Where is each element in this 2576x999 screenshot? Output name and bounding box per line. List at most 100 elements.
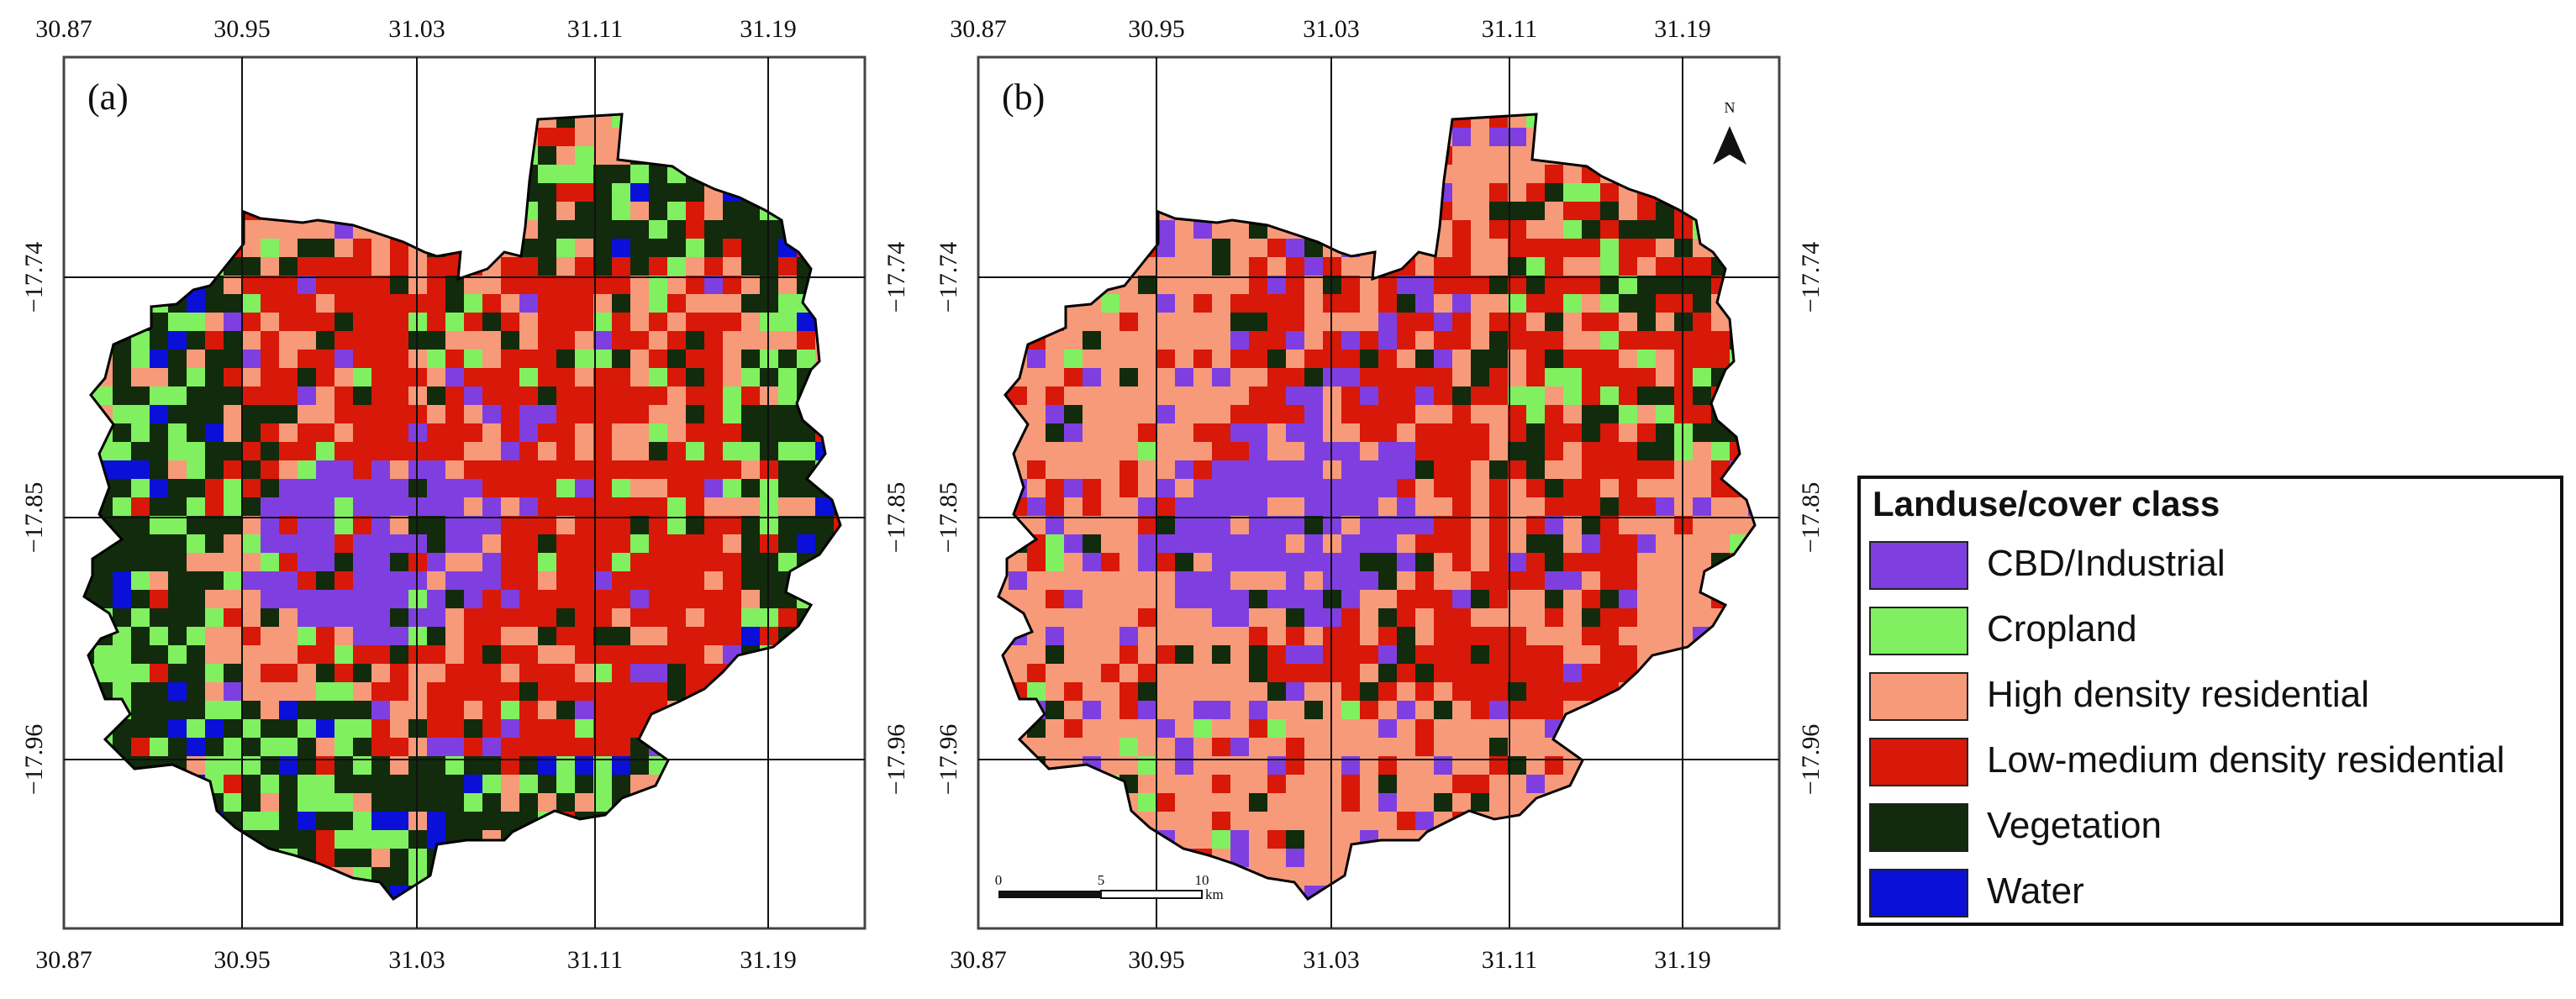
raster-cell xyxy=(1193,627,1213,646)
raster-cell xyxy=(1083,405,1102,424)
raster-cell xyxy=(1656,590,1675,609)
raster-cell xyxy=(242,608,261,628)
raster-cell xyxy=(445,276,465,295)
raster-cell xyxy=(1212,738,1231,757)
raster-cell xyxy=(316,608,335,628)
raster-cell xyxy=(1193,738,1213,757)
raster-cell xyxy=(1545,368,1564,387)
raster-cell xyxy=(1064,460,1083,480)
raster-cell xyxy=(1009,386,1028,406)
raster-cell xyxy=(298,719,317,739)
raster-cell xyxy=(482,442,502,461)
x-tick-label: 30.87 xyxy=(950,946,1007,974)
raster-cell xyxy=(261,220,280,239)
raster-cell xyxy=(1193,460,1213,480)
raster-cell xyxy=(1526,516,1546,535)
raster-cell xyxy=(1286,313,1305,332)
raster-cell xyxy=(150,497,169,517)
raster-cell xyxy=(113,442,132,461)
raster-cell xyxy=(1526,738,1546,757)
raster-cell xyxy=(1286,793,1305,812)
raster-cell xyxy=(519,627,539,646)
raster-cell xyxy=(353,479,372,498)
raster-cell xyxy=(704,553,724,572)
raster-cell xyxy=(501,553,520,572)
raster-cell xyxy=(501,682,520,702)
raster-cell xyxy=(316,627,335,646)
raster-cell xyxy=(1600,516,1620,535)
raster-cell xyxy=(1138,497,1157,517)
raster-cell xyxy=(667,294,687,313)
raster-cell xyxy=(464,627,483,646)
raster-cell xyxy=(1323,553,1342,572)
raster-cell xyxy=(1526,368,1546,387)
raster-cell xyxy=(630,756,650,776)
raster-cell xyxy=(353,756,372,776)
raster-cell xyxy=(630,202,650,221)
raster-cell xyxy=(1674,368,1694,387)
raster-cell xyxy=(1304,497,1324,517)
raster-cell xyxy=(1064,331,1083,350)
raster-cell xyxy=(445,350,465,369)
raster-cell xyxy=(1156,775,1176,794)
y-tick-label: −17.96 xyxy=(1797,724,1825,795)
raster-cell xyxy=(612,497,631,517)
raster-cell xyxy=(150,405,169,424)
raster-cell xyxy=(1341,350,1361,369)
raster-cell xyxy=(445,313,465,332)
raster-cell xyxy=(427,257,446,276)
raster-cell xyxy=(1064,682,1083,702)
raster-cell xyxy=(224,553,243,572)
raster-cell xyxy=(612,202,631,221)
raster-cell xyxy=(1600,350,1620,369)
raster-cell xyxy=(1508,114,1527,129)
raster-cell xyxy=(1526,664,1546,683)
raster-cell xyxy=(1508,719,1527,739)
raster-cell xyxy=(1434,313,1453,332)
raster-cell xyxy=(242,405,261,424)
raster-cell xyxy=(1193,350,1213,369)
raster-cell xyxy=(316,719,335,739)
raster-cell xyxy=(1193,276,1213,295)
raster-cell xyxy=(1083,331,1102,350)
raster-cell xyxy=(1508,627,1527,646)
raster-cell xyxy=(778,460,798,480)
raster-cell xyxy=(242,331,261,350)
raster-cell xyxy=(1397,719,1416,739)
raster-cell xyxy=(1267,830,1287,849)
raster-cell xyxy=(538,497,557,517)
raster-cell xyxy=(1046,571,1065,591)
raster-cell xyxy=(150,571,169,591)
raster-cell xyxy=(1674,294,1694,313)
raster-cell xyxy=(649,239,668,258)
raster-cell xyxy=(1046,682,1065,702)
raster-cell xyxy=(1175,812,1194,831)
raster-cell xyxy=(538,405,557,424)
legend-swatch xyxy=(1869,803,1968,852)
raster-cell xyxy=(482,793,502,812)
raster-cell xyxy=(1249,294,1268,313)
raster-cell xyxy=(1360,719,1379,739)
raster-cell xyxy=(298,516,317,535)
raster-cell xyxy=(704,627,724,646)
raster-cell xyxy=(261,627,280,646)
raster-cell xyxy=(630,276,650,295)
raster-cell xyxy=(371,442,391,461)
raster-cell xyxy=(1471,202,1490,221)
raster-cell xyxy=(778,608,798,628)
raster-cell xyxy=(760,608,779,628)
raster-cell xyxy=(1083,516,1102,535)
raster-cell xyxy=(1526,276,1546,295)
raster-cell xyxy=(649,460,668,480)
raster-cell xyxy=(335,257,354,276)
raster-cell xyxy=(612,386,631,406)
raster-cell xyxy=(353,553,372,572)
raster-cell xyxy=(1674,220,1694,239)
raster-cell xyxy=(445,479,465,498)
raster-cell xyxy=(1656,479,1675,498)
raster-cell xyxy=(1508,479,1527,498)
raster-cell xyxy=(224,608,243,628)
raster-cell xyxy=(1378,664,1398,683)
raster-cell xyxy=(1471,386,1490,406)
raster-cell xyxy=(353,331,372,350)
